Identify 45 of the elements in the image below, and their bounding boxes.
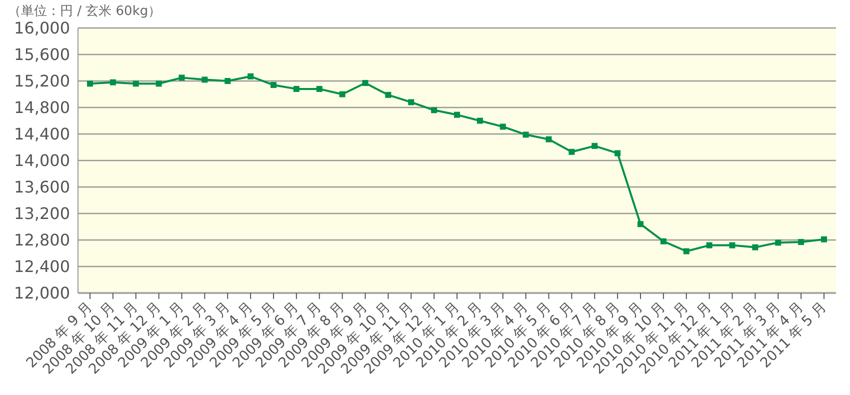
y-tick-label: 14,800 <box>14 98 70 118</box>
point <box>178 74 185 81</box>
point <box>408 99 414 106</box>
point <box>729 242 736 248</box>
point <box>224 78 231 84</box>
point <box>775 240 782 246</box>
y-tick-label: 14,000 <box>14 151 70 170</box>
y-tick-label: 15,600 <box>14 45 70 64</box>
point <box>362 80 368 86</box>
point <box>431 107 438 114</box>
point <box>752 244 758 250</box>
point <box>156 80 162 87</box>
point <box>638 221 644 228</box>
point <box>821 236 827 242</box>
point <box>454 112 460 118</box>
y-tick-label: 13,600 <box>14 178 70 197</box>
point <box>706 242 712 248</box>
point <box>339 91 346 98</box>
point <box>476 118 483 124</box>
point <box>110 79 116 86</box>
y-tick-label: 14,400 <box>14 124 70 144</box>
y-tick-label: 12,800 <box>14 230 70 250</box>
point <box>500 124 506 130</box>
point <box>546 136 552 142</box>
y-tick-label: 13,200 <box>14 204 70 224</box>
point <box>614 150 621 156</box>
point <box>568 148 575 155</box>
point <box>798 238 804 245</box>
y-tick-label: 16,000 <box>14 18 70 38</box>
point <box>660 238 666 244</box>
point <box>316 86 322 92</box>
point <box>202 76 208 83</box>
point <box>87 80 93 87</box>
y-tick-label: 15,200 <box>14 72 70 91</box>
point <box>522 132 529 138</box>
point <box>132 80 139 87</box>
point <box>385 92 392 98</box>
point <box>592 142 598 149</box>
point <box>248 73 254 80</box>
y-tick-label: 12,400 <box>14 257 70 276</box>
y-axis-title: （単位：円 / 玄米 60kg） <box>8 3 162 20</box>
point <box>683 248 690 254</box>
y-tick-label: 12,000 <box>14 284 70 303</box>
point <box>270 82 276 88</box>
point <box>293 86 300 92</box>
